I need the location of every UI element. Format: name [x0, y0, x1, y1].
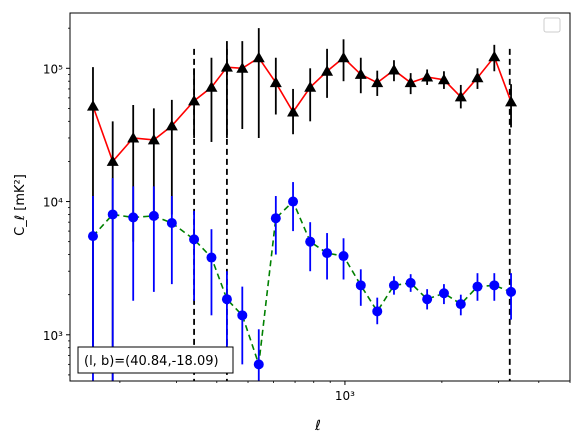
annotation-box: (l, b)=(40.84,-18.09) — [77, 346, 234, 374]
series-2-point-23 — [472, 281, 483, 292]
series-1-point-13 — [304, 81, 317, 92]
series-1-point-14 — [321, 65, 334, 76]
series-2-point-18 — [388, 280, 399, 291]
plot-content — [86, 28, 518, 381]
series-2-point-11 — [270, 213, 281, 224]
series-1-point-10 — [252, 51, 265, 63]
x-axis-label: ℓ — [314, 418, 321, 434]
y-tick-label-1: 10³ — [43, 329, 63, 343]
series-2-point-6 — [189, 234, 200, 245]
series-1-point-24 — [488, 50, 501, 62]
series-1-point-25 — [505, 95, 518, 107]
series-2-point-15 — [338, 251, 349, 262]
series-2-point-24 — [489, 280, 500, 291]
series-2-point-9 — [237, 310, 248, 321]
y-tick-label-3: 10⁵ — [43, 62, 63, 76]
series-1-point-2 — [106, 155, 119, 166]
series-1-point-22 — [454, 90, 467, 102]
series-2-point-25 — [506, 286, 517, 297]
series-1-point-15 — [337, 51, 350, 63]
series-2-point-7 — [206, 252, 217, 263]
series-2-point-10 — [253, 359, 264, 370]
series-2-point-12 — [288, 196, 299, 207]
series-2-point-4 — [148, 210, 159, 221]
series-1-point-9 — [236, 62, 249, 73]
series-2-point-8 — [221, 294, 232, 305]
series-1-point-7 — [205, 81, 218, 92]
series-1-point-19 — [404, 76, 417, 88]
annotation-text: (l, b)=(40.84,-18.09) — [84, 354, 219, 369]
y-axis-label: C_ℓ [mK²] — [13, 174, 28, 236]
series-2-point-3 — [128, 212, 139, 223]
series-2-point-5 — [166, 218, 177, 229]
legend-box[interactable] — [543, 17, 561, 33]
series-2 — [87, 178, 517, 381]
series-1-point-5 — [165, 119, 178, 131]
series-2-point-21 — [438, 288, 449, 299]
series-2-point-17 — [372, 306, 383, 317]
series-2-point-14 — [322, 248, 333, 259]
series-2-point-13 — [305, 236, 316, 247]
x-tick-label-1: 10³ — [335, 389, 355, 403]
series-1-point-23 — [471, 71, 484, 83]
series-1-point-6 — [188, 94, 201, 106]
y-tick-label-2: 10⁴ — [43, 196, 63, 210]
series-1-point-18 — [387, 64, 400, 75]
series-1-point-11 — [269, 76, 282, 88]
plot-area — [86, 28, 518, 381]
series-2-point-16 — [355, 280, 366, 291]
series-1-point-1 — [86, 100, 99, 111]
series-1-point-3 — [127, 131, 140, 143]
axes: 10³ 10⁴ 10⁵ 10³ — [43, 12, 571, 403]
series-2-point-19 — [405, 277, 416, 288]
series-1-point-4 — [147, 133, 160, 145]
series-2-point-2 — [107, 209, 118, 220]
series-2-point-22 — [455, 299, 466, 310]
series-1-point-17 — [371, 76, 384, 88]
series-1-point-12 — [287, 105, 300, 117]
series-1-point-21 — [437, 73, 450, 85]
series-2-point-1 — [87, 231, 98, 242]
series-1-point-16 — [354, 68, 367, 79]
series-2-point-20 — [422, 294, 433, 305]
series-1-point-20 — [421, 71, 434, 82]
series-1-point-8 — [220, 61, 233, 72]
axes-frame — [69, 12, 571, 382]
